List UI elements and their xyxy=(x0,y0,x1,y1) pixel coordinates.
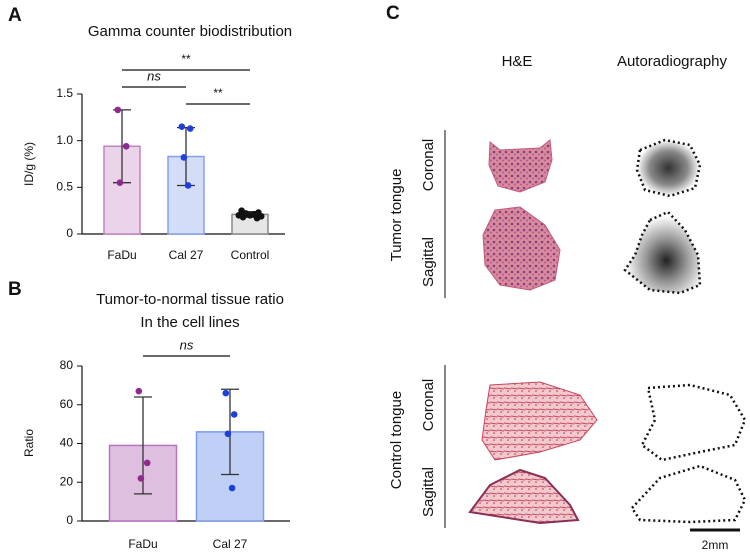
x-tick-label: FaDu xyxy=(128,537,157,551)
row-label: Sagittal xyxy=(420,237,437,287)
column-header: Autoradiography xyxy=(617,53,728,70)
significance-label: ** xyxy=(181,52,191,66)
data-point xyxy=(253,214,261,222)
x-tick-label: Cal 27 xyxy=(169,248,204,262)
tissue-image xyxy=(482,206,561,291)
row-label: Coronal xyxy=(420,139,437,192)
data-point xyxy=(224,430,232,438)
y-tick-label: 0 xyxy=(66,513,73,527)
autoradiography-image xyxy=(630,464,747,524)
y-tick-label: 0.5 xyxy=(56,180,73,194)
data-point xyxy=(239,213,247,221)
tissue-image xyxy=(488,139,553,193)
data-point xyxy=(143,459,151,467)
significance-label: ** xyxy=(213,86,223,100)
row-label: Coronal xyxy=(420,379,437,432)
x-tick-label: Control xyxy=(231,248,270,262)
autoradiography-image xyxy=(623,210,702,295)
y-tick-label: 0 xyxy=(66,226,73,240)
chart-title: Tumor-to-normal tissue ratio xyxy=(96,291,284,308)
data-point xyxy=(246,212,254,219)
y-tick-label: 1.0 xyxy=(56,133,73,147)
data-point xyxy=(180,154,188,161)
row-label: Sagittal xyxy=(420,467,437,517)
y-axis-label: Ratio xyxy=(22,429,36,457)
y-tick-label: 1.5 xyxy=(56,86,73,100)
autoradiography-image xyxy=(635,138,702,198)
data-point xyxy=(135,387,143,395)
y-tick-label: 20 xyxy=(60,474,74,488)
y-axis-label: ID/g (%) xyxy=(22,142,36,186)
tissue-image xyxy=(468,468,580,525)
significance-label: ns xyxy=(180,337,194,352)
y-tick-label: 80 xyxy=(60,358,74,372)
panel-letter: A xyxy=(8,5,22,26)
x-tick-label: FaDu xyxy=(107,248,136,262)
tissue-image xyxy=(481,381,598,461)
data-point xyxy=(122,142,130,150)
autoradiography-image xyxy=(640,383,747,462)
scale-bar-label: 2mm xyxy=(702,538,729,552)
data-point xyxy=(178,123,186,130)
y-tick-label: 40 xyxy=(60,436,74,450)
group-label: Tumor tongue xyxy=(388,169,405,262)
chart-title: Gamma counter biodistribution xyxy=(88,23,292,40)
data-point xyxy=(228,484,236,492)
data-point xyxy=(222,389,230,397)
column-header: H&E xyxy=(502,53,533,70)
data-point xyxy=(230,411,238,418)
significance-label: ns xyxy=(147,68,161,83)
data-point xyxy=(184,182,192,189)
panel-letter: C xyxy=(386,3,400,24)
y-tick-label: 60 xyxy=(60,397,74,411)
data-point xyxy=(114,106,122,114)
data-point xyxy=(137,475,145,482)
data-point xyxy=(186,125,194,132)
x-tick-label: Cal 27 xyxy=(213,537,248,551)
group-label: Control tongue xyxy=(388,391,405,489)
data-point xyxy=(116,179,124,186)
chart-subtitle: In the cell lines xyxy=(140,314,239,331)
panel-letter: B xyxy=(8,279,22,300)
panel-c: C H&E Autoradiography Tumor tongue Coron… xyxy=(386,3,747,552)
